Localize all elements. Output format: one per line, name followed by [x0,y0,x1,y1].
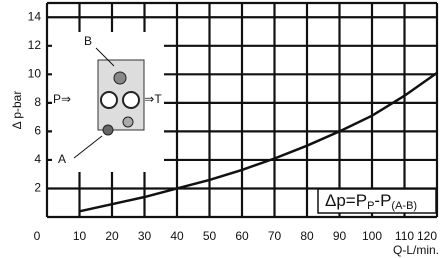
x-axis-label: Q-L/min. [393,243,439,257]
x-tick-label: 20 [105,229,119,243]
port [123,92,139,108]
formula-text: -P [374,191,391,210]
y-tick-label: 6 [34,124,41,138]
y-tick-label: 12 [28,38,42,52]
port [103,125,113,135]
port [123,117,133,127]
inset-label: A [58,152,66,166]
x-tick-label: 0 [34,229,41,243]
chart: B P⇒ ⇒T A Δp=PP-P(A-B) 2 4 6 8 10 12 14 0 10 20 30 40 5… [0,0,441,258]
x-tick-label: 10 [73,229,87,243]
y-tick-label: 10 [28,67,42,81]
x-tick-label: 110 [395,229,414,243]
x-tick-label: 120 [417,229,437,243]
x-tick-label: 100 [362,229,382,243]
x-tick-label: 80 [300,229,314,243]
inset-label: ⇒T [144,92,162,106]
port [101,92,117,108]
x-tick-label: 50 [203,229,217,243]
formula-text: Δp=P [325,191,367,210]
y-axis-label: Δ p-bar [10,91,24,130]
y-tick-label: 4 [34,152,41,166]
x-tick-label: 70 [268,229,282,243]
x-tick-label: 30 [138,229,152,243]
y-tick-label: 2 [34,181,41,195]
x-tick-label: 90 [333,229,347,243]
formula-subscript: (A-B) [391,200,417,212]
y-tick-label: 14 [28,9,42,23]
y-tick-label: 8 [34,95,41,109]
x-tick-label: 40 [170,229,184,243]
formula-subscript: P [367,200,374,212]
inset-label: B [84,34,92,48]
valve-diagram: B P⇒ ⇒T A [52,32,164,172]
inset-label: P⇒ [53,92,71,106]
port [114,72,126,84]
x-tick-label: 60 [235,229,249,243]
